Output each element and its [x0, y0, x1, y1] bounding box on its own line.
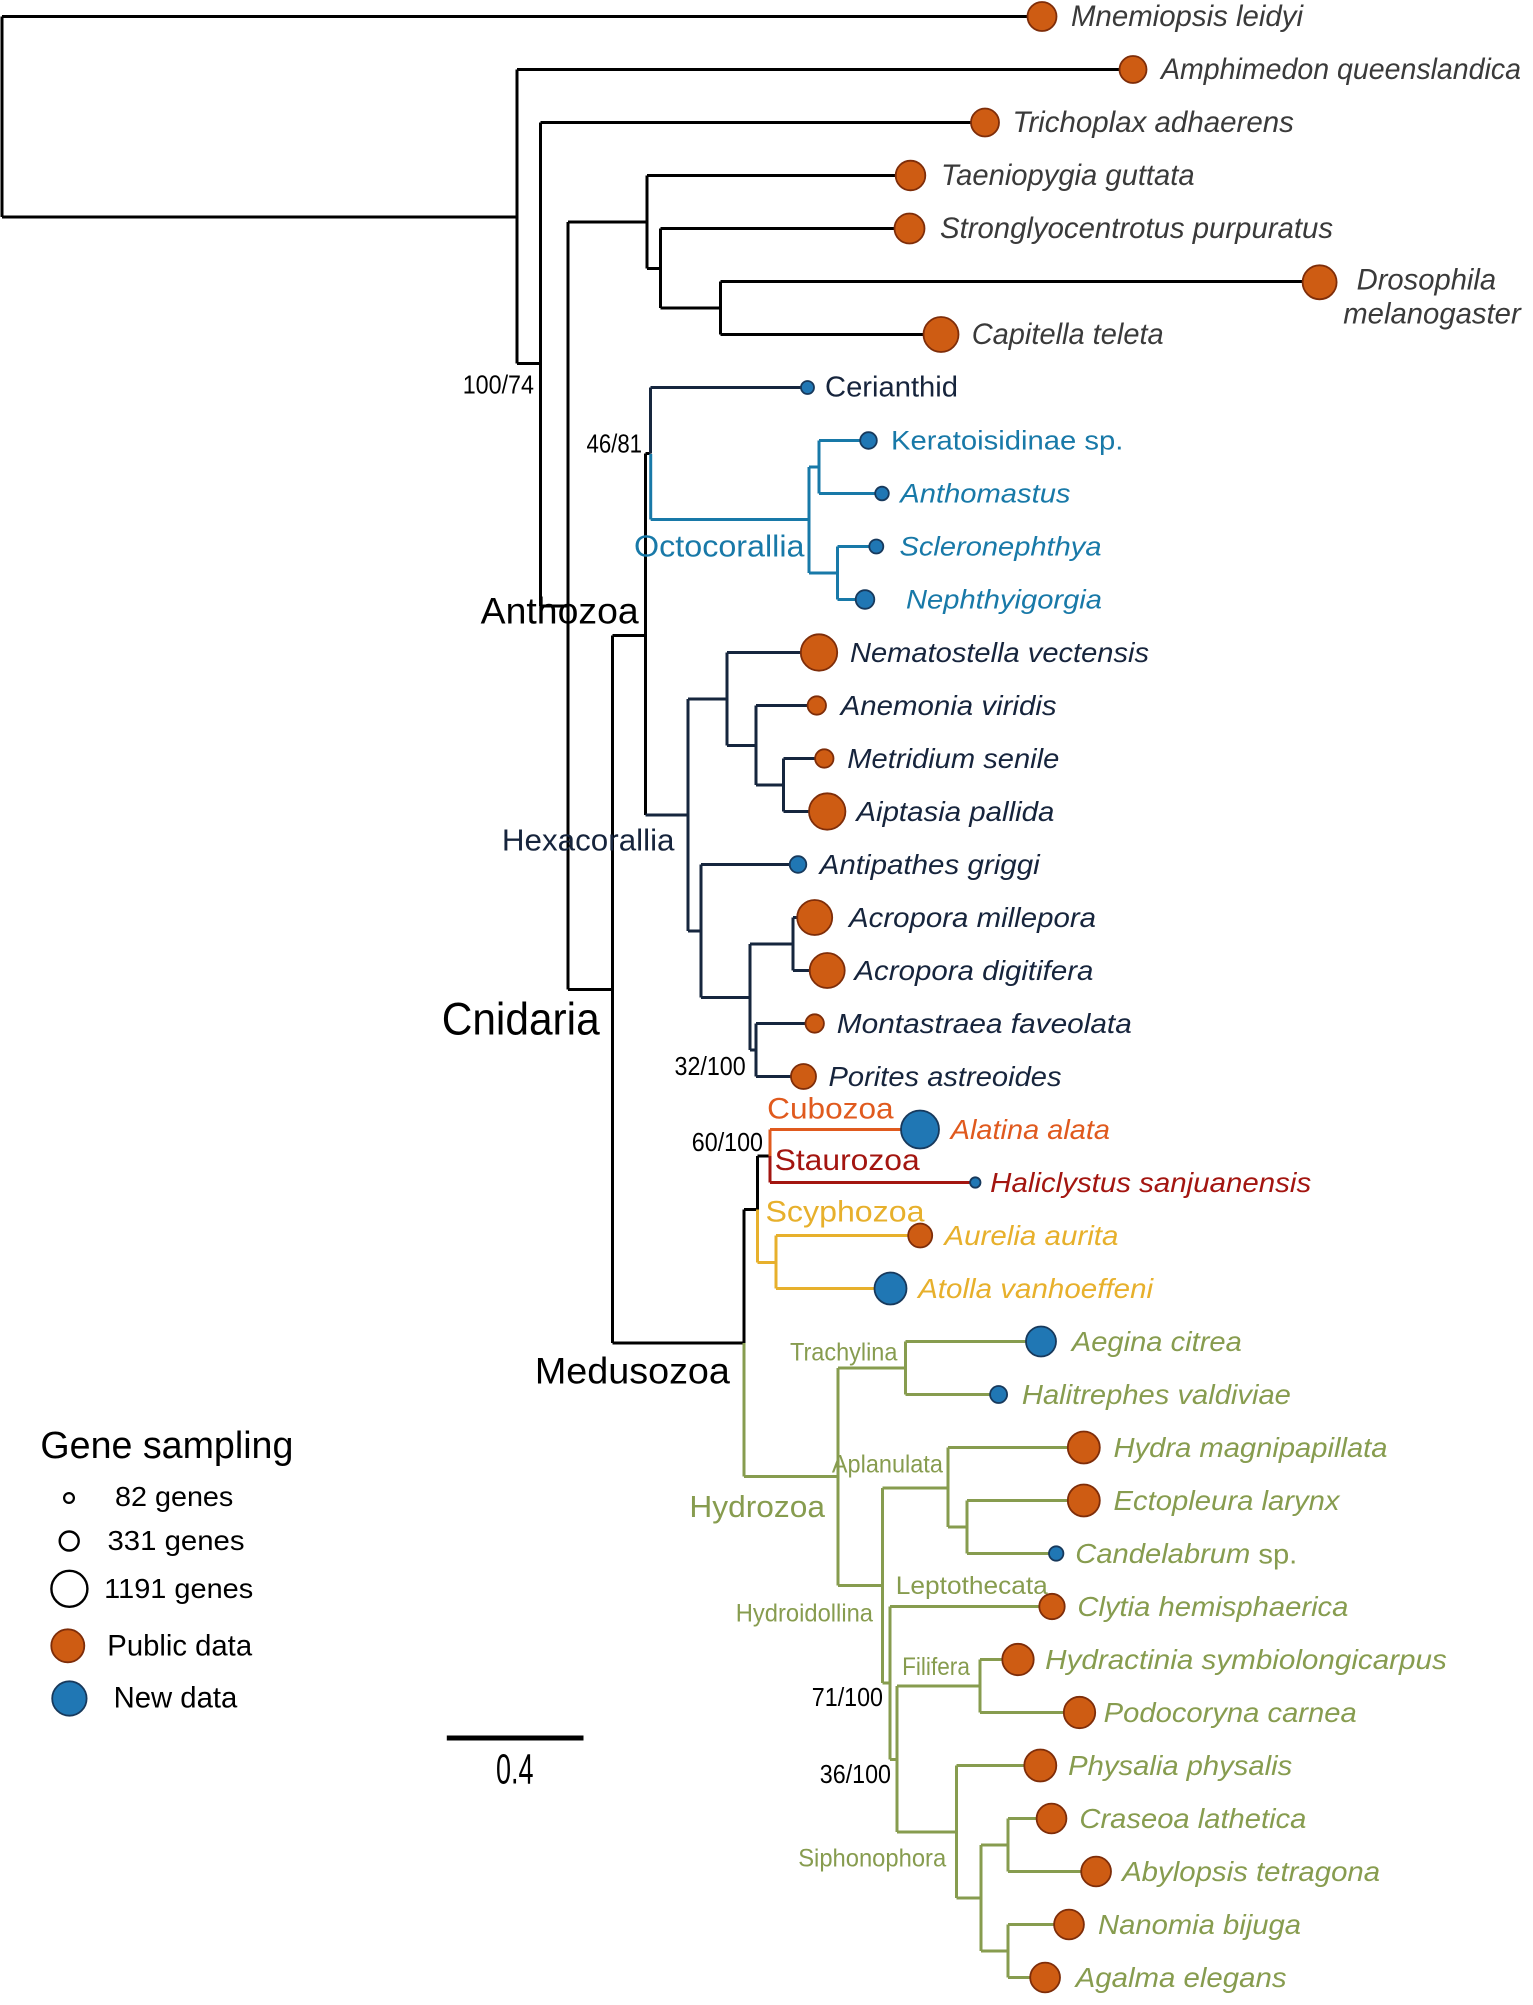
- svg-text:Hydrozoa: Hydrozoa: [689, 1489, 825, 1524]
- svg-text:Filifera: Filifera: [902, 1653, 970, 1681]
- svg-text:Abylopsis tetragona: Abylopsis tetragona: [1120, 1856, 1380, 1887]
- svg-text:Medusozoa: Medusozoa: [535, 1351, 730, 1392]
- svg-text:32/100: 32/100: [675, 1051, 746, 1081]
- svg-text:Aplanulata: Aplanulata: [832, 1450, 943, 1478]
- svg-text:Taeniopygia guttata: Taeniopygia guttata: [941, 159, 1195, 192]
- svg-text:Hydractinia symbiolongicarpus: Hydractinia symbiolongicarpus: [1045, 1644, 1447, 1675]
- svg-text:Podocoryna carnea: Podocoryna carnea: [1104, 1697, 1357, 1728]
- svg-text:Nematostella vectensis: Nematostella vectensis: [850, 637, 1149, 668]
- svg-text:Aegina citrea: Aegina citrea: [1070, 1326, 1242, 1357]
- svg-text:Ectopleura larynx: Ectopleura larynx: [1114, 1485, 1341, 1516]
- svg-text:Gene sampling: Gene sampling: [40, 1425, 293, 1467]
- svg-text:melanogaster: melanogaster: [1343, 298, 1521, 331]
- svg-text:Acropora digitifera: Acropora digitifera: [852, 955, 1093, 986]
- svg-text:1191 genes: 1191 genes: [104, 1573, 253, 1604]
- svg-text:Haliclystus sanjuanensis: Haliclystus sanjuanensis: [990, 1167, 1311, 1198]
- svg-text:Aiptasia pallida: Aiptasia pallida: [854, 796, 1054, 827]
- svg-text:36/100: 36/100: [820, 1759, 891, 1789]
- svg-text:Craseoa lathetica: Craseoa lathetica: [1079, 1803, 1306, 1834]
- svg-text:Halitrephes valdiviae: Halitrephes valdiviae: [1022, 1379, 1291, 1410]
- svg-text:Keratoisidinae sp.: Keratoisidinae sp.: [891, 426, 1123, 456]
- svg-text:Leptothecata: Leptothecata: [896, 1572, 1048, 1600]
- svg-text:Cubozoa: Cubozoa: [767, 1093, 894, 1126]
- svg-text:Acropora millepora: Acropora millepora: [847, 902, 1096, 933]
- svg-text:Nephthyigorgia: Nephthyigorgia: [906, 585, 1102, 615]
- svg-text:Metridium senile: Metridium senile: [847, 743, 1059, 774]
- svg-text:100/74: 100/74: [463, 370, 534, 400]
- svg-text:331 genes: 331 genes: [108, 1525, 245, 1556]
- svg-text:Mnemiopsis leidyi: Mnemiopsis leidyi: [1071, 0, 1304, 33]
- svg-text:0.4: 0.4: [496, 1746, 534, 1794]
- svg-text:Amphimedon queenslandica: Amphimedon queenslandica: [1159, 53, 1521, 86]
- svg-text:Scyphozoa: Scyphozoa: [766, 1196, 925, 1229]
- svg-text:Nanomia bijuga: Nanomia bijuga: [1098, 1909, 1301, 1940]
- svg-text:Trichoplax adhaerens: Trichoplax adhaerens: [1013, 106, 1294, 139]
- svg-text:Scleronephthya: Scleronephthya: [900, 532, 1102, 562]
- svg-text:46/81: 46/81: [587, 429, 643, 459]
- svg-text:Cnidaria: Cnidaria: [442, 994, 601, 1045]
- svg-text:Stronglyocentrotus purpuratus: Stronglyocentrotus purpuratus: [940, 212, 1333, 245]
- svg-text:60/100: 60/100: [692, 1127, 763, 1157]
- svg-text:Antipathes griggi: Antipathes griggi: [818, 849, 1041, 880]
- svg-text:Anthozoa: Anthozoa: [481, 591, 639, 632]
- svg-text:Anthomastus: Anthomastus: [898, 479, 1070, 509]
- svg-text:Agalma elegans: Agalma elegans: [1073, 1962, 1286, 1993]
- svg-text:Siphonophora: Siphonophora: [798, 1845, 946, 1873]
- svg-text:Public data: Public data: [107, 1629, 252, 1662]
- svg-text:Physalia physalis: Physalia physalis: [1068, 1750, 1292, 1781]
- svg-text:71/100: 71/100: [812, 1682, 883, 1712]
- svg-text:Octocorallia: Octocorallia: [634, 529, 805, 564]
- svg-text:Montastraea faveolata: Montastraea faveolata: [837, 1008, 1132, 1039]
- svg-text:Atolla vanhoeffeni: Atolla vanhoeffeni: [916, 1273, 1154, 1304]
- svg-text:Capitella teleta: Capitella teleta: [972, 318, 1164, 351]
- svg-text:Clytia hemisphaerica: Clytia hemisphaerica: [1077, 1591, 1348, 1622]
- svg-text:Drosophila: Drosophila: [1357, 264, 1497, 297]
- svg-text:Staurozoa: Staurozoa: [775, 1144, 920, 1177]
- svg-text:Candelabrum sp.: Candelabrum sp.: [1075, 1538, 1297, 1569]
- svg-text:Trachylina: Trachylina: [790, 1338, 897, 1366]
- svg-text:Cerianthid: Cerianthid: [825, 372, 958, 404]
- svg-text:Hydra magnipapillata: Hydra magnipapillata: [1114, 1432, 1388, 1463]
- svg-text:Hexacorallia: Hexacorallia: [502, 823, 675, 858]
- svg-text:Porites astreoides: Porites astreoides: [829, 1061, 1062, 1092]
- svg-text:Hydroidollina: Hydroidollina: [736, 1600, 873, 1628]
- svg-text:82 genes: 82 genes: [115, 1481, 233, 1512]
- svg-text:New data: New data: [114, 1682, 238, 1715]
- svg-text:Aurelia aurita: Aurelia aurita: [942, 1220, 1118, 1251]
- svg-text:Anemonia viridis: Anemonia viridis: [838, 690, 1056, 721]
- svg-text:Alatina alata: Alatina alata: [949, 1114, 1110, 1145]
